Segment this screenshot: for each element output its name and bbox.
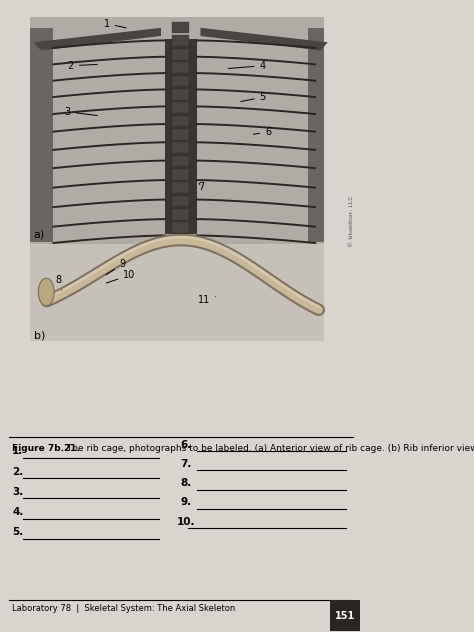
Text: b): b) bbox=[34, 330, 45, 340]
Text: The rib cage, photographs to be labeled. (a) Anterior view of rib cage. (b) Rib : The rib cage, photographs to be labeled.… bbox=[64, 444, 474, 453]
Bar bbox=[172, 209, 189, 219]
Text: 7.: 7. bbox=[181, 459, 192, 469]
Text: 5: 5 bbox=[241, 92, 266, 102]
Text: 2: 2 bbox=[68, 61, 97, 71]
Bar bbox=[308, 28, 324, 242]
Text: 8: 8 bbox=[55, 275, 62, 290]
Text: 6: 6 bbox=[254, 127, 271, 137]
Bar bbox=[172, 195, 189, 206]
Bar bbox=[30, 17, 324, 244]
Polygon shape bbox=[201, 28, 328, 51]
Bar bbox=[172, 35, 189, 46]
Bar bbox=[30, 28, 54, 242]
Text: 2.: 2. bbox=[12, 467, 23, 477]
Text: 3.: 3. bbox=[12, 487, 23, 497]
Text: 9.: 9. bbox=[181, 497, 192, 507]
Text: 151: 151 bbox=[335, 611, 355, 621]
Bar bbox=[329, 600, 360, 631]
Text: a): a) bbox=[34, 230, 45, 240]
Text: 4: 4 bbox=[228, 61, 266, 71]
Text: 10.: 10. bbox=[176, 517, 195, 526]
Bar bbox=[164, 39, 197, 234]
Bar bbox=[172, 102, 189, 113]
Bar bbox=[172, 89, 189, 100]
Text: © bluedoor, LLC: © bluedoor, LLC bbox=[348, 196, 354, 248]
Bar bbox=[172, 62, 189, 73]
Bar bbox=[172, 222, 189, 233]
Bar bbox=[172, 142, 189, 153]
Bar bbox=[172, 49, 189, 59]
Bar bbox=[172, 169, 189, 179]
Text: 9: 9 bbox=[106, 259, 126, 275]
Text: Figure 7b.21.: Figure 7b.21. bbox=[12, 444, 80, 453]
Text: 1: 1 bbox=[104, 18, 126, 28]
Bar bbox=[172, 155, 189, 166]
Text: 5.: 5. bbox=[12, 528, 23, 537]
Text: Laboratory 78  |  Skeletal System: The Axial Skeleton: Laboratory 78 | Skeletal System: The Axi… bbox=[12, 604, 236, 613]
Bar bbox=[172, 182, 189, 193]
Polygon shape bbox=[34, 28, 161, 51]
Bar bbox=[172, 75, 189, 86]
Text: 10: 10 bbox=[106, 270, 136, 283]
Text: 3: 3 bbox=[64, 107, 97, 117]
Bar bbox=[172, 129, 189, 140]
Text: 6.: 6. bbox=[181, 440, 192, 450]
Circle shape bbox=[38, 278, 54, 306]
Text: 7: 7 bbox=[198, 182, 204, 192]
Text: 1.: 1. bbox=[12, 446, 23, 456]
Text: 8.: 8. bbox=[181, 478, 192, 489]
Bar bbox=[172, 116, 189, 126]
Text: 4.: 4. bbox=[12, 507, 24, 518]
Bar bbox=[30, 244, 324, 341]
Bar bbox=[172, 22, 189, 33]
Text: 11: 11 bbox=[198, 295, 216, 305]
